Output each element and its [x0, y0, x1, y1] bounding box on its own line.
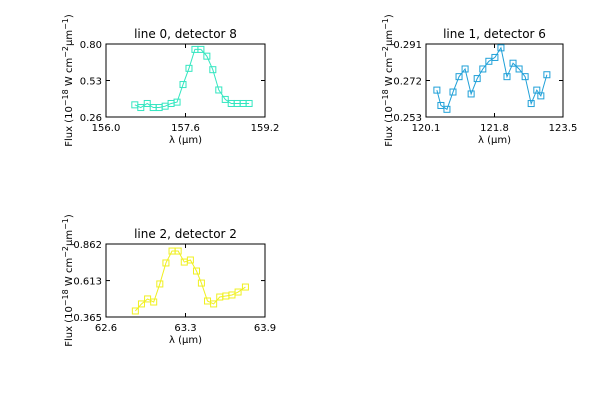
superscript: −2 — [61, 46, 70, 58]
data-point — [221, 95, 229, 103]
data-point — [497, 44, 505, 52]
x-tick-label: 156.0 — [92, 123, 121, 134]
data-point — [137, 300, 145, 308]
label-part: μm — [64, 230, 75, 246]
data-point — [156, 280, 164, 288]
y-axis-label: Flux (10−18 W cm−2μm−1) — [61, 214, 75, 347]
label-part: ) — [64, 214, 75, 218]
data-point — [491, 53, 499, 61]
x-tick-label: 120.1 — [412, 123, 441, 134]
data-point — [173, 98, 181, 106]
data-point — [234, 288, 242, 296]
superscript: −18 — [61, 89, 70, 106]
x-tick-label: 62.6 — [95, 323, 117, 334]
data-point — [449, 88, 457, 96]
data-point — [162, 259, 170, 267]
x-tick-label: 63.3 — [174, 323, 196, 334]
data-point — [143, 99, 151, 107]
x-tick-label: 121.8 — [480, 123, 509, 134]
superscript: −1 — [61, 18, 70, 30]
data-point — [455, 73, 463, 81]
data-point — [515, 65, 523, 73]
data-point — [197, 279, 205, 287]
superscript: −18 — [61, 289, 70, 306]
data-point — [503, 73, 511, 81]
data-point — [179, 81, 187, 89]
data-point — [203, 52, 211, 60]
y-tick-label: 0.53 — [80, 77, 102, 88]
data-point — [186, 256, 194, 264]
y-tick-label: 0.365 — [73, 313, 102, 324]
y-tick-label: 0.291 — [393, 40, 422, 51]
data-point — [209, 66, 217, 74]
x-tick-label: 157.6 — [171, 123, 200, 134]
superscript: −2 — [61, 246, 70, 258]
data-point — [241, 283, 249, 291]
data-line — [134, 48, 250, 109]
superscript: −1 — [381, 18, 390, 30]
x-axis-label: λ (μm) — [169, 335, 202, 346]
label-part: Flux (10 — [64, 306, 75, 347]
data-point — [131, 307, 139, 315]
data-point — [443, 105, 451, 113]
label-part: W cm — [64, 258, 75, 289]
data-point — [433, 86, 441, 94]
label-part: ) — [64, 14, 75, 18]
data-point — [467, 90, 475, 98]
data-point — [185, 64, 193, 72]
superscript: −18 — [381, 89, 390, 106]
label-part: W cm — [64, 58, 75, 89]
plot-frame — [105, 243, 266, 318]
superscript: −1 — [61, 218, 70, 230]
label-part: μm — [384, 30, 395, 46]
data-point — [137, 104, 145, 112]
y-tick-label: 0.862 — [73, 240, 102, 251]
superscript: −2 — [381, 46, 390, 58]
data-point — [543, 71, 551, 79]
chart-title: line 2, detector 2 — [134, 227, 237, 241]
y-tick-label: 0.253 — [393, 113, 422, 124]
data-point — [150, 298, 158, 306]
y-tick-label: 0.26 — [80, 113, 102, 124]
x-tick-label: 159.2 — [251, 123, 280, 134]
label-part: ) — [384, 14, 395, 18]
y-axis-label: Flux (10−18 W cm−2μm−1) — [381, 14, 395, 147]
data-line — [134, 250, 246, 312]
y-tick-label: 0.80 — [80, 40, 102, 51]
data-point — [197, 45, 205, 53]
label-part: μm — [64, 30, 75, 46]
data-point — [537, 92, 545, 100]
chart-title: line 0, detector 8 — [134, 27, 237, 41]
x-tick-label: 63.9 — [254, 323, 276, 334]
x-axis-label: λ (μm) — [169, 135, 202, 146]
data-point — [533, 86, 541, 94]
data-point — [210, 300, 218, 308]
data-point — [437, 101, 445, 109]
data-point — [521, 73, 529, 81]
y-tick-label: 0.613 — [73, 277, 102, 288]
data-point — [479, 65, 487, 73]
data-point — [509, 59, 517, 67]
x-tick-label: 123.5 — [549, 123, 578, 134]
data-point — [485, 57, 493, 65]
data-point — [527, 100, 535, 108]
y-tick-label: 0.272 — [393, 77, 422, 88]
data-point — [174, 247, 182, 255]
label-part: Flux (10 — [64, 106, 75, 147]
data-point — [245, 99, 253, 107]
data-point — [193, 267, 201, 275]
label-part: Flux (10 — [384, 106, 395, 147]
data-point — [473, 75, 481, 83]
data-point — [215, 86, 223, 94]
chart-title: line 1, detector 6 — [443, 27, 546, 41]
label-part: W cm — [384, 58, 395, 89]
x-axis-label: λ (μm) — [478, 135, 511, 146]
y-axis-label: Flux (10−18 W cm−2μm−1) — [61, 14, 75, 147]
data-point — [461, 65, 469, 73]
